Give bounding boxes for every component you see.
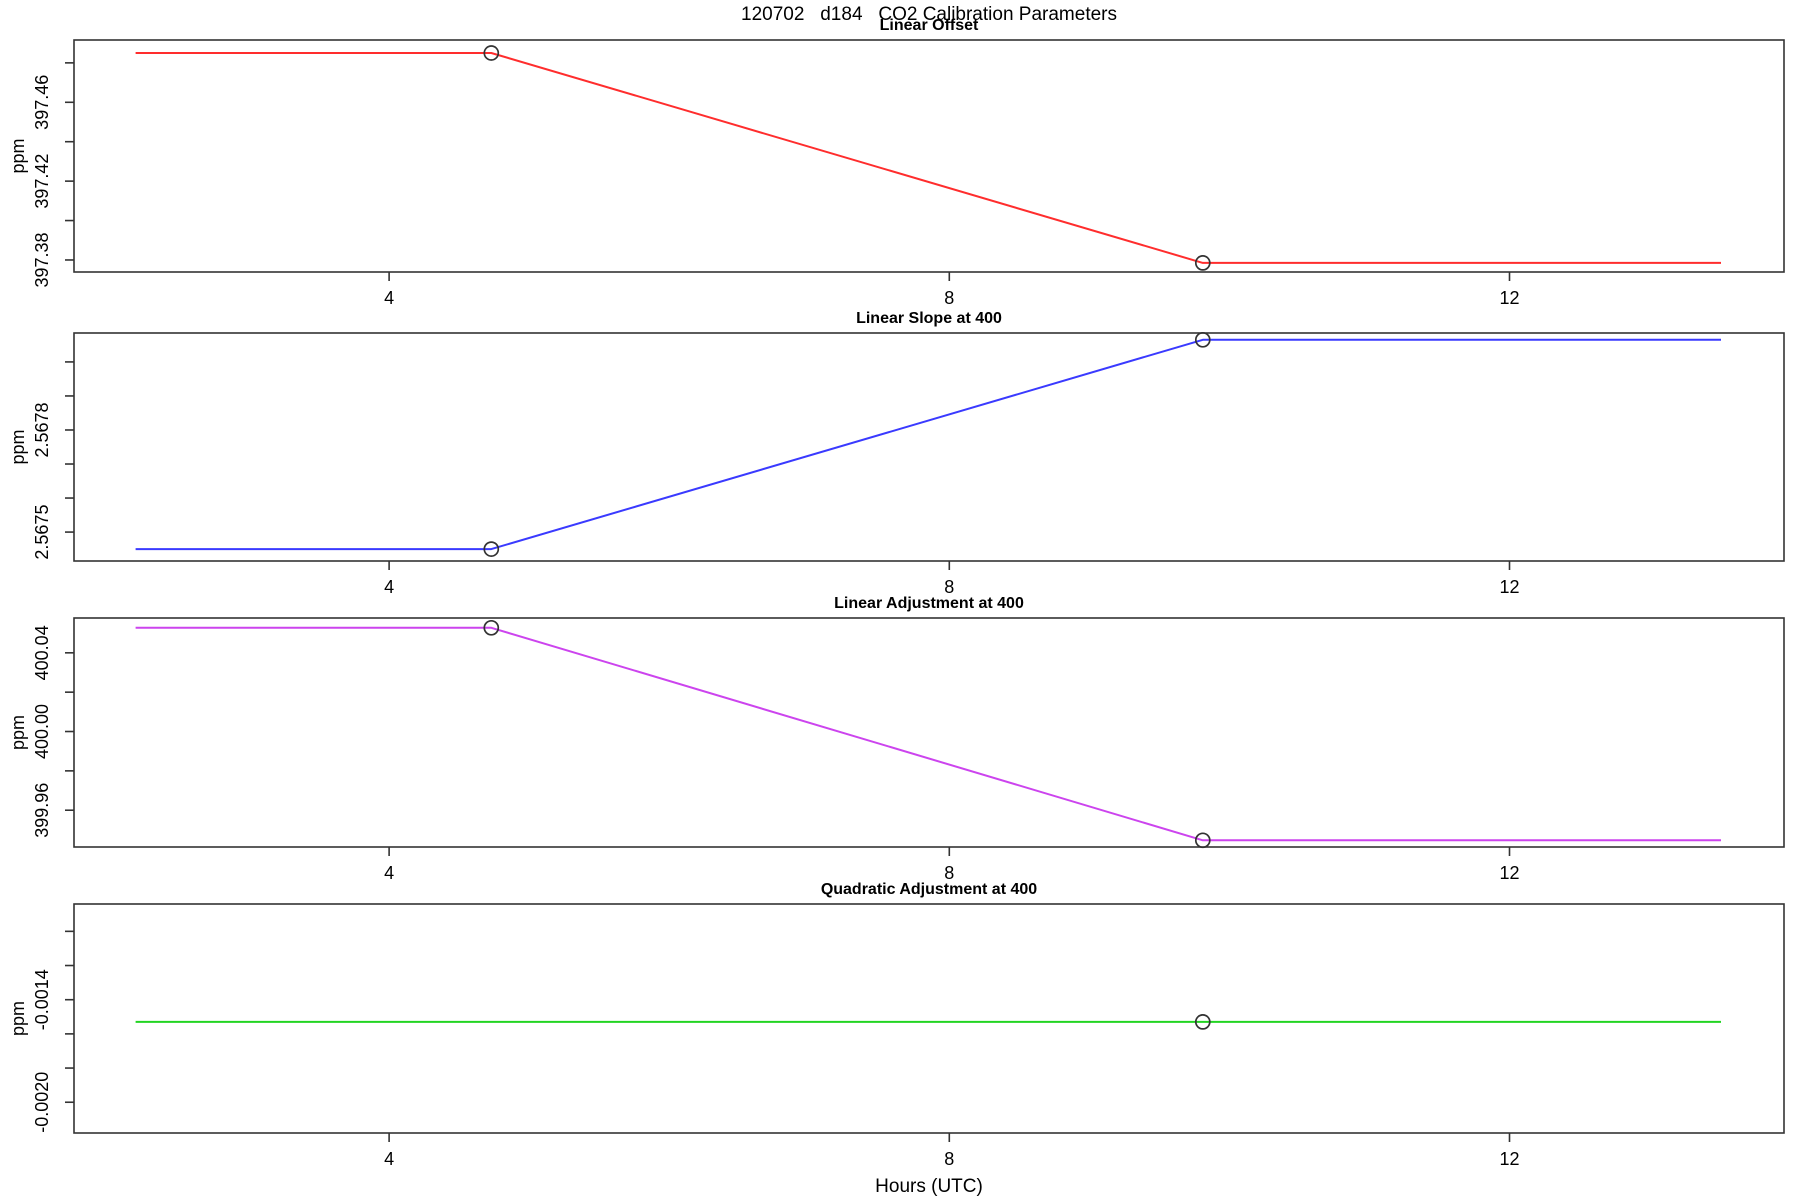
y-tick-label: 397.46	[32, 75, 52, 130]
plot-box	[73, 39, 1785, 273]
data-point-marker	[1194, 1014, 1211, 1030]
x-tick-label: 12	[1499, 863, 1519, 883]
panel-linear-adjustment-at-400: Linear Adjustment at 400 399.96 400.00 400.…	[8, 595, 1785, 883]
x-tick-label: 4	[384, 577, 394, 597]
data-line-linear-adjustment-at-400	[135, 626, 1721, 842]
plot-box	[73, 617, 1785, 848]
x-tick-label: 8	[944, 288, 954, 308]
data-point-marker	[1194, 255, 1211, 271]
y-tick-label: 397.42	[32, 154, 52, 209]
y-tick-label: 2.5675	[32, 505, 52, 560]
y-tick-label: 397.38	[32, 232, 52, 287]
y-axis-unit: ppm	[8, 429, 28, 464]
panel-title: Linear Slope at 400	[856, 310, 1002, 327]
plot-box	[73, 903, 1785, 1134]
data-point-marker	[1194, 832, 1211, 849]
y-axis-unit: ppm	[8, 138, 28, 173]
data-point-marker	[483, 45, 500, 61]
y-tick-label: -0.0020	[32, 1072, 52, 1133]
data-point-marker	[483, 619, 500, 636]
data-point-marker	[483, 541, 500, 557]
panel-title: Quadratic Adjustment at 400	[821, 881, 1037, 898]
y-axis-unit: ppm	[8, 1001, 28, 1036]
data-line-linear-slope-at-400	[135, 338, 1721, 551]
panel-title: Linear Offset	[880, 17, 979, 34]
x-tick-label: 4	[384, 1149, 394, 1169]
y-tick-label: 2.5678	[32, 402, 52, 457]
panel-title: Linear Adjustment at 400	[834, 595, 1024, 612]
x-tick-label: 12	[1499, 577, 1519, 597]
x-tick-label: 8	[944, 1149, 954, 1169]
plot-box	[73, 332, 1785, 562]
panel-quadratic-adjustment-at-400: Quadratic Adjustment at 400 -0.0020 -0.001…	[8, 881, 1785, 1169]
x-tick-label: 4	[384, 863, 394, 883]
x-tick-label: 8	[944, 863, 954, 883]
x-tick-label: 4	[384, 288, 394, 308]
y-tick-label: 400.00	[32, 704, 52, 759]
y-tick-label: 399.96	[32, 783, 52, 838]
x-tick-label: 12	[1499, 288, 1519, 308]
x-tick-label: 8	[944, 577, 954, 597]
x-tick-label: 12	[1499, 1149, 1519, 1169]
y-axis-unit: ppm	[8, 715, 28, 750]
x-axis-label: Hours (UTC)	[875, 1176, 983, 1197]
y-tick-label: 400.04	[32, 625, 52, 680]
data-line-linear-offset	[135, 52, 1721, 264]
y-tick-label: -0.0014	[32, 969, 52, 1030]
data-point-marker	[1194, 331, 1211, 348]
figure-title: 120702 d184 CO2 Calibration Parameters	[741, 4, 1117, 25]
